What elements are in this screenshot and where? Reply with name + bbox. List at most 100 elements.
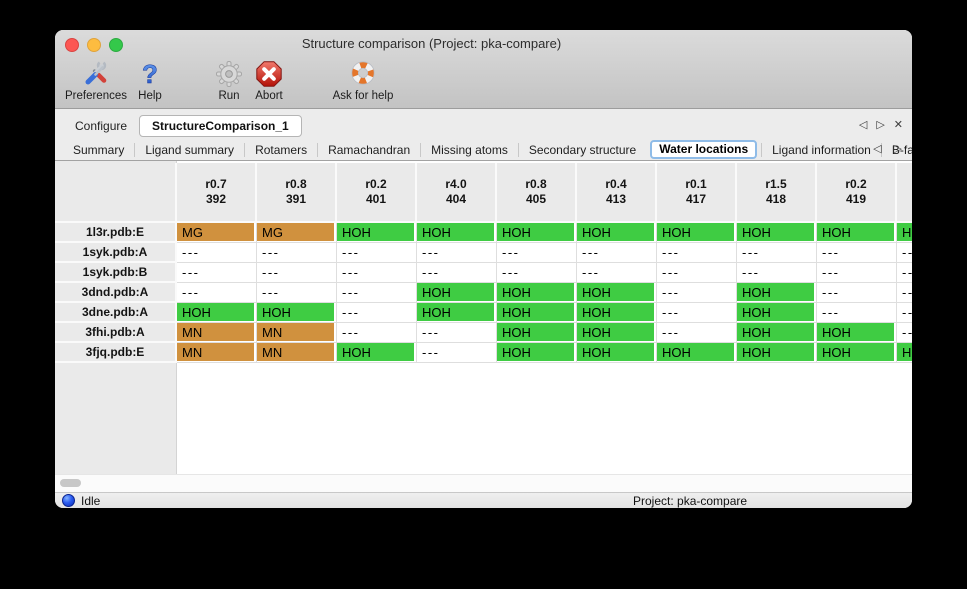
row-label[interactable]: 3fhi.pdb:A — [55, 323, 177, 343]
column-header[interactable]: r0.1 417 — [657, 163, 737, 223]
row-label[interactable]: 1l3r.pdb:E — [55, 223, 177, 243]
table-cell[interactable]: --- — [337, 263, 417, 283]
table-cell[interactable]: --- — [577, 243, 657, 263]
zoom-window-button[interactable] — [109, 38, 123, 52]
subtab-scroll-left-icon[interactable]: ◁ — [873, 143, 882, 155]
table-cell[interactable]: HOH — [737, 323, 817, 343]
subtab-missing-atoms[interactable]: Missing atoms — [420, 142, 518, 157]
table-cell[interactable]: HOH — [817, 223, 897, 243]
table-cell[interactable]: --- — [337, 243, 417, 263]
column-header[interactable]: r1.5 418 — [737, 163, 817, 223]
column-header[interactable]: r0.7 392 — [177, 163, 257, 223]
table-cell[interactable]: --- — [657, 263, 737, 283]
table-cell[interactable]: HOH — [497, 343, 577, 363]
preferences-button[interactable]: Preferences — [60, 59, 132, 102]
abort-button[interactable]: Abort — [247, 59, 291, 102]
table-cell[interactable]: MG — [257, 223, 337, 243]
table-cell[interactable]: --- — [177, 243, 257, 263]
subtab-scroll-right-icon[interactable]: ▷ — [893, 143, 902, 155]
table-cell[interactable]: --- — [657, 323, 737, 343]
row-label[interactable]: 3dnd.pdb:A — [55, 283, 177, 303]
table-cell[interactable]: --- — [657, 243, 737, 263]
table-cell[interactable]: --- — [897, 303, 912, 323]
column-header[interactable] — [897, 163, 912, 223]
table-cell[interactable]: --- — [897, 323, 912, 343]
subtab-ligand-information[interactable]: Ligand information — [761, 142, 881, 157]
table-cell[interactable]: --- — [657, 283, 737, 303]
table-cell[interactable]: --- — [817, 243, 897, 263]
table-cell[interactable]: --- — [257, 283, 337, 303]
table-cell[interactable]: HOH — [577, 303, 657, 323]
column-header[interactable]: r0.4 413 — [577, 163, 657, 223]
table-cell[interactable]: HOH — [657, 343, 737, 363]
table-cell[interactable]: --- — [497, 263, 577, 283]
table-cell[interactable]: MN — [177, 343, 257, 363]
table-cell[interactable]: --- — [817, 283, 897, 303]
table-cell[interactable]: HOH — [657, 223, 737, 243]
table-cell[interactable]: MN — [257, 323, 337, 343]
run-button[interactable]: Run — [211, 59, 247, 102]
table-cell[interactable]: HOH — [337, 343, 417, 363]
subtab-summary[interactable]: Summary — [73, 142, 125, 157]
table-cell[interactable]: --- — [657, 303, 737, 323]
table-cell[interactable]: --- — [257, 263, 337, 283]
table-cell[interactable]: HOH — [577, 323, 657, 343]
tab-close-icon[interactable]: ✕ — [893, 119, 903, 131]
row-label[interactable]: 3fjq.pdb:E — [55, 343, 177, 363]
table-cell[interactable]: HOH — [897, 223, 912, 243]
table-cell[interactable]: HOH — [497, 303, 577, 323]
table-cell[interactable]: HOH — [737, 343, 817, 363]
table-cell[interactable]: HOH — [817, 323, 897, 343]
table-cell[interactable]: HOH — [417, 283, 497, 303]
row-label[interactable]: 1syk.pdb:B — [55, 263, 177, 283]
subtab-b-factors[interactable]: B-factors — [880, 142, 912, 157]
table-cell[interactable]: MG — [177, 223, 257, 243]
table-cell[interactable]: --- — [177, 283, 257, 303]
table-cell[interactable]: --- — [177, 263, 257, 283]
close-window-button[interactable] — [65, 38, 79, 52]
table-cell[interactable]: HOH — [737, 303, 817, 323]
table-cell[interactable]: HOH — [577, 223, 657, 243]
table-cell[interactable]: HOH — [337, 223, 417, 243]
table-cell[interactable]: HOH — [417, 303, 497, 323]
subtab-ramachandran[interactable]: Ramachandran — [317, 142, 420, 157]
subtab-rotamers[interactable]: Rotamers — [244, 142, 317, 157]
ask-for-help-button[interactable]: Ask for help — [328, 59, 398, 102]
table-cell[interactable]: --- — [737, 243, 817, 263]
table-cell[interactable]: --- — [737, 263, 817, 283]
table-cell[interactable]: --- — [577, 263, 657, 283]
table-cell[interactable]: --- — [897, 263, 912, 283]
tab-scroll-right-icon[interactable]: ▷ — [876, 119, 885, 131]
horizontal-scrollbar[interactable] — [55, 474, 912, 492]
minimize-window-button[interactable] — [87, 38, 101, 52]
table-cell[interactable]: --- — [417, 343, 497, 363]
column-header[interactable]: r0.2 401 — [337, 163, 417, 223]
table-cell[interactable]: --- — [257, 243, 337, 263]
table-cell[interactable]: MN — [177, 323, 257, 343]
table-cell[interactable]: MN — [257, 343, 337, 363]
table-cell[interactable]: HOH — [897, 343, 912, 363]
table-cell[interactable]: --- — [817, 303, 897, 323]
table-cell[interactable]: HOH — [497, 223, 577, 243]
table-cell[interactable]: --- — [417, 263, 497, 283]
horizontal-scrollbar-thumb[interactable] — [60, 479, 81, 487]
table-cell[interactable]: --- — [337, 323, 417, 343]
subtab-secondary-structure[interactable]: Secondary structure — [517, 142, 646, 157]
table-cell[interactable]: --- — [417, 243, 497, 263]
row-label[interactable]: 3dne.pdb:A — [55, 303, 177, 323]
table-cell[interactable]: HOH — [577, 343, 657, 363]
table-cell[interactable]: --- — [897, 243, 912, 263]
tab-scroll-left-icon[interactable]: ◁ — [858, 119, 868, 131]
tab-configure[interactable]: Configure — [75, 119, 128, 133]
table-cell[interactable]: --- — [417, 323, 497, 343]
table-cell[interactable]: HOH — [737, 283, 817, 303]
table-cell[interactable]: --- — [337, 283, 417, 303]
subtab-water-locations[interactable]: Water locations — [650, 140, 758, 159]
subtab-ligand-summary[interactable]: Ligand summary — [134, 142, 244, 157]
table-cell[interactable]: HOH — [577, 283, 657, 303]
table-cell[interactable]: HOH — [497, 283, 577, 303]
column-header[interactable]: r0.2 419 — [817, 163, 897, 223]
tab-structure-comparison-1[interactable]: StructureComparison_1 — [139, 115, 302, 137]
table-cell[interactable]: HOH — [417, 223, 497, 243]
table-cell[interactable]: --- — [817, 263, 897, 283]
